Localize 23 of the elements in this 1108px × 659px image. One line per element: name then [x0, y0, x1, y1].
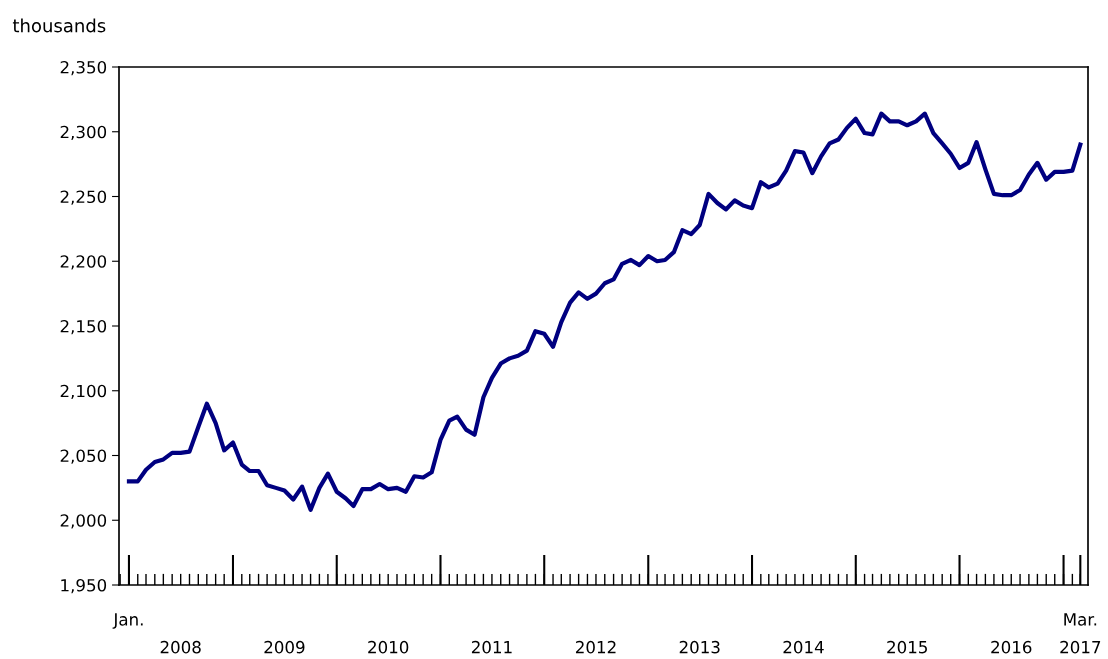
x-tick-label: 2014 [783, 640, 824, 654]
y-tick-label: 2,050 [60, 449, 107, 464]
x-tick-label: 2008 [160, 640, 201, 654]
y-axis-title: thousands [12, 18, 106, 33]
y-tick-label: 2,350 [60, 60, 107, 76]
y-tick-label: 2,100 [60, 384, 107, 400]
text: Jan. [112, 613, 143, 629]
y-tick-label: 2,000 [60, 514, 107, 529]
x-tick-label: 2015 [887, 640, 927, 654]
x-tick-label: 2013 [679, 640, 720, 654]
y-tick-label: 2,150 [60, 319, 107, 335]
y-tick-label: 2,250 [60, 190, 107, 205]
x-tick-label: 2009 [264, 640, 305, 654]
x-tick-label: 2011 [471, 640, 512, 654]
y-tick-label: 2,200 [60, 255, 107, 270]
x-tick-label: 2016 [991, 640, 1032, 654]
x-tick-label: 2012 [575, 640, 616, 654]
text: Mar. [1064, 613, 1097, 626]
line-series [126, 111, 1083, 512]
x-tick-label: 2017 [1060, 640, 1101, 654]
y-tick-label: 2,300 [60, 125, 107, 141]
x-tick-label: 2010 [368, 640, 409, 654]
y-tick-label: 1,950 [61, 578, 107, 594]
